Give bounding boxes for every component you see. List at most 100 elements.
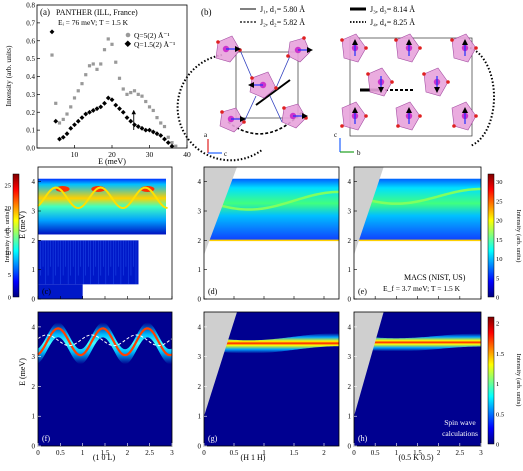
point-q15 [113, 102, 119, 108]
y-tick-label: 4 [198, 178, 202, 186]
y-tick-label-0.3: 0.3 [26, 91, 35, 99]
kinematic-limit [204, 167, 237, 255]
point-q5 [61, 117, 65, 121]
y-tick-label: 2 [32, 237, 36, 245]
sw-band [204, 333, 339, 354]
sw-mode-dashed [37, 334, 173, 347]
point-q5 [159, 121, 163, 125]
cbar-tick-15: 15 [5, 227, 12, 234]
y-tick-label-0.2: 0.2 [26, 109, 35, 117]
point-q5 [110, 42, 114, 46]
y-tick-label: 1 [198, 266, 202, 274]
point-q5 [166, 135, 170, 139]
x-tick-label: 1.5 [413, 449, 422, 457]
point-q15 [53, 118, 59, 124]
map-xlabel-2: (H 1 H) [241, 453, 266, 462]
y-tick-label: 2 [198, 383, 202, 391]
point-q5 [125, 92, 129, 96]
panel-b: (b) J₁, d₁= 5.80 Å J₂, d₂= 5.82 Å J₃, d₃… [176, 5, 496, 162]
y-tick-label-0.1: 0.1 [26, 127, 35, 135]
panel-a-title: PANTHER (ILL, France) [56, 8, 138, 17]
sw-text-2: calculations [442, 429, 478, 438]
panel-a-conditions: Eᵢ = 76 meV; T = 1.5 K [58, 18, 129, 27]
x-tick-label: 1.5 [290, 449, 299, 457]
point-q5 [117, 76, 122, 80]
panel-letter: (h) [358, 434, 368, 443]
panel-letter: (f) [42, 434, 50, 443]
y-tick-label: 1 [198, 413, 202, 421]
data-dispersion [37, 186, 168, 210]
x-tick-label-30: 30 [146, 150, 154, 159]
point-q15 [102, 100, 107, 106]
panel-a-data-points [49, 29, 178, 149]
cbar-tick-0: 0 [496, 295, 499, 302]
x-tick-label: 0.5 [56, 449, 65, 457]
point-q15 [79, 115, 85, 121]
x-tick-label-20: 20 [108, 150, 116, 159]
panel-a-ylabel: Intensity (arb. units) [4, 45, 13, 107]
heatmap-panel-f: 0 1 2 3 4 0 0.5 1 1.5 2 2.5 3 (f) [32, 311, 174, 457]
cbar-tick-20: 20 [5, 205, 12, 212]
y-tick-label: 0 [348, 296, 352, 304]
y-tick-label: 1 [32, 413, 36, 421]
x-tick-label: 2.5 [455, 449, 464, 457]
legend-j2: J₂, d₂= 5.82 Å [260, 18, 305, 27]
y-tick-label: 3 [32, 208, 36, 216]
panel-a-y-ticks: 0.0 0.1 0.2 0.3 0.4 0.5 0.6 0.7 0.8 [26, 2, 40, 153]
legend-marker-q5 [125, 32, 131, 38]
point-q5 [162, 124, 167, 129]
map-xlabel-3: (0.5 K 0.5) [398, 453, 433, 462]
cbar-tick-0: 0 [496, 442, 499, 449]
sw-text-1: Spin wave [444, 418, 476, 427]
panel-a-xlabel: E (meV) [98, 157, 126, 166]
y-tick-label: 3 [348, 353, 352, 361]
y-tick-label: 0 [32, 443, 36, 451]
point-q15 [98, 104, 104, 110]
point-q5 [140, 94, 144, 98]
y-tick-label-0.0: 0.0 [26, 145, 35, 153]
point-q5 [132, 89, 137, 93]
cbar-tick-10: 10 [5, 250, 12, 257]
y-tick-label: 4 [198, 323, 202, 331]
map-xlabel-1: (1 0 L) [93, 453, 116, 462]
panel-letter: (g) [208, 434, 218, 443]
point-q15 [165, 140, 171, 146]
macs-title: MACS (NIST, US) [404, 273, 466, 282]
crystal-structure-right: c b [334, 33, 496, 157]
point-q5 [80, 82, 84, 86]
cbar-top-left-label: Intensity (arb. units) [4, 210, 11, 263]
point-q15 [94, 106, 100, 112]
cbar-tick-10: 10 [496, 256, 503, 263]
x-tick-label: 3 [479, 449, 483, 457]
map-frame [203, 311, 340, 447]
point-q5 [129, 90, 133, 95]
cbar-tick-25: 25 [5, 183, 12, 190]
y-tick-label: 0 [198, 296, 202, 304]
point-q15 [83, 111, 89, 117]
y-tick-label: 1 [348, 266, 352, 274]
point-q5 [147, 105, 152, 109]
point-q15 [90, 108, 96, 113]
point-q5 [99, 62, 103, 66]
point-q5 [69, 105, 73, 109]
point-q5 [87, 64, 92, 68]
cbar-tick-20: 20 [496, 218, 503, 225]
data-low-region-2 [38, 284, 83, 299]
point-q5 [121, 87, 125, 91]
point-q15 [117, 106, 122, 112]
sw-mode-main [37, 327, 173, 357]
point-q5 [50, 53, 54, 57]
x-tick-label-40: 40 [183, 150, 191, 159]
y-tick-label: 3 [198, 353, 202, 361]
legend-j3: J₃, d₃= 8.14 Å [370, 5, 415, 14]
x-tick-label: 2 [322, 449, 326, 457]
axis-a-left-label: a [204, 131, 208, 139]
point-q5 [91, 62, 95, 66]
panel-letter: (e) [358, 287, 367, 296]
unit-cell-left [235, 51, 299, 119]
j2-dotted-arc [176, 54, 263, 162]
panel-a-x-ticks: 10 20 30 40 [71, 145, 191, 159]
legend-label-q15: Q=1.5(2) Å⁻¹ [134, 40, 175, 49]
cbar-top-right-label: Intensity (arb. units) [515, 210, 522, 263]
